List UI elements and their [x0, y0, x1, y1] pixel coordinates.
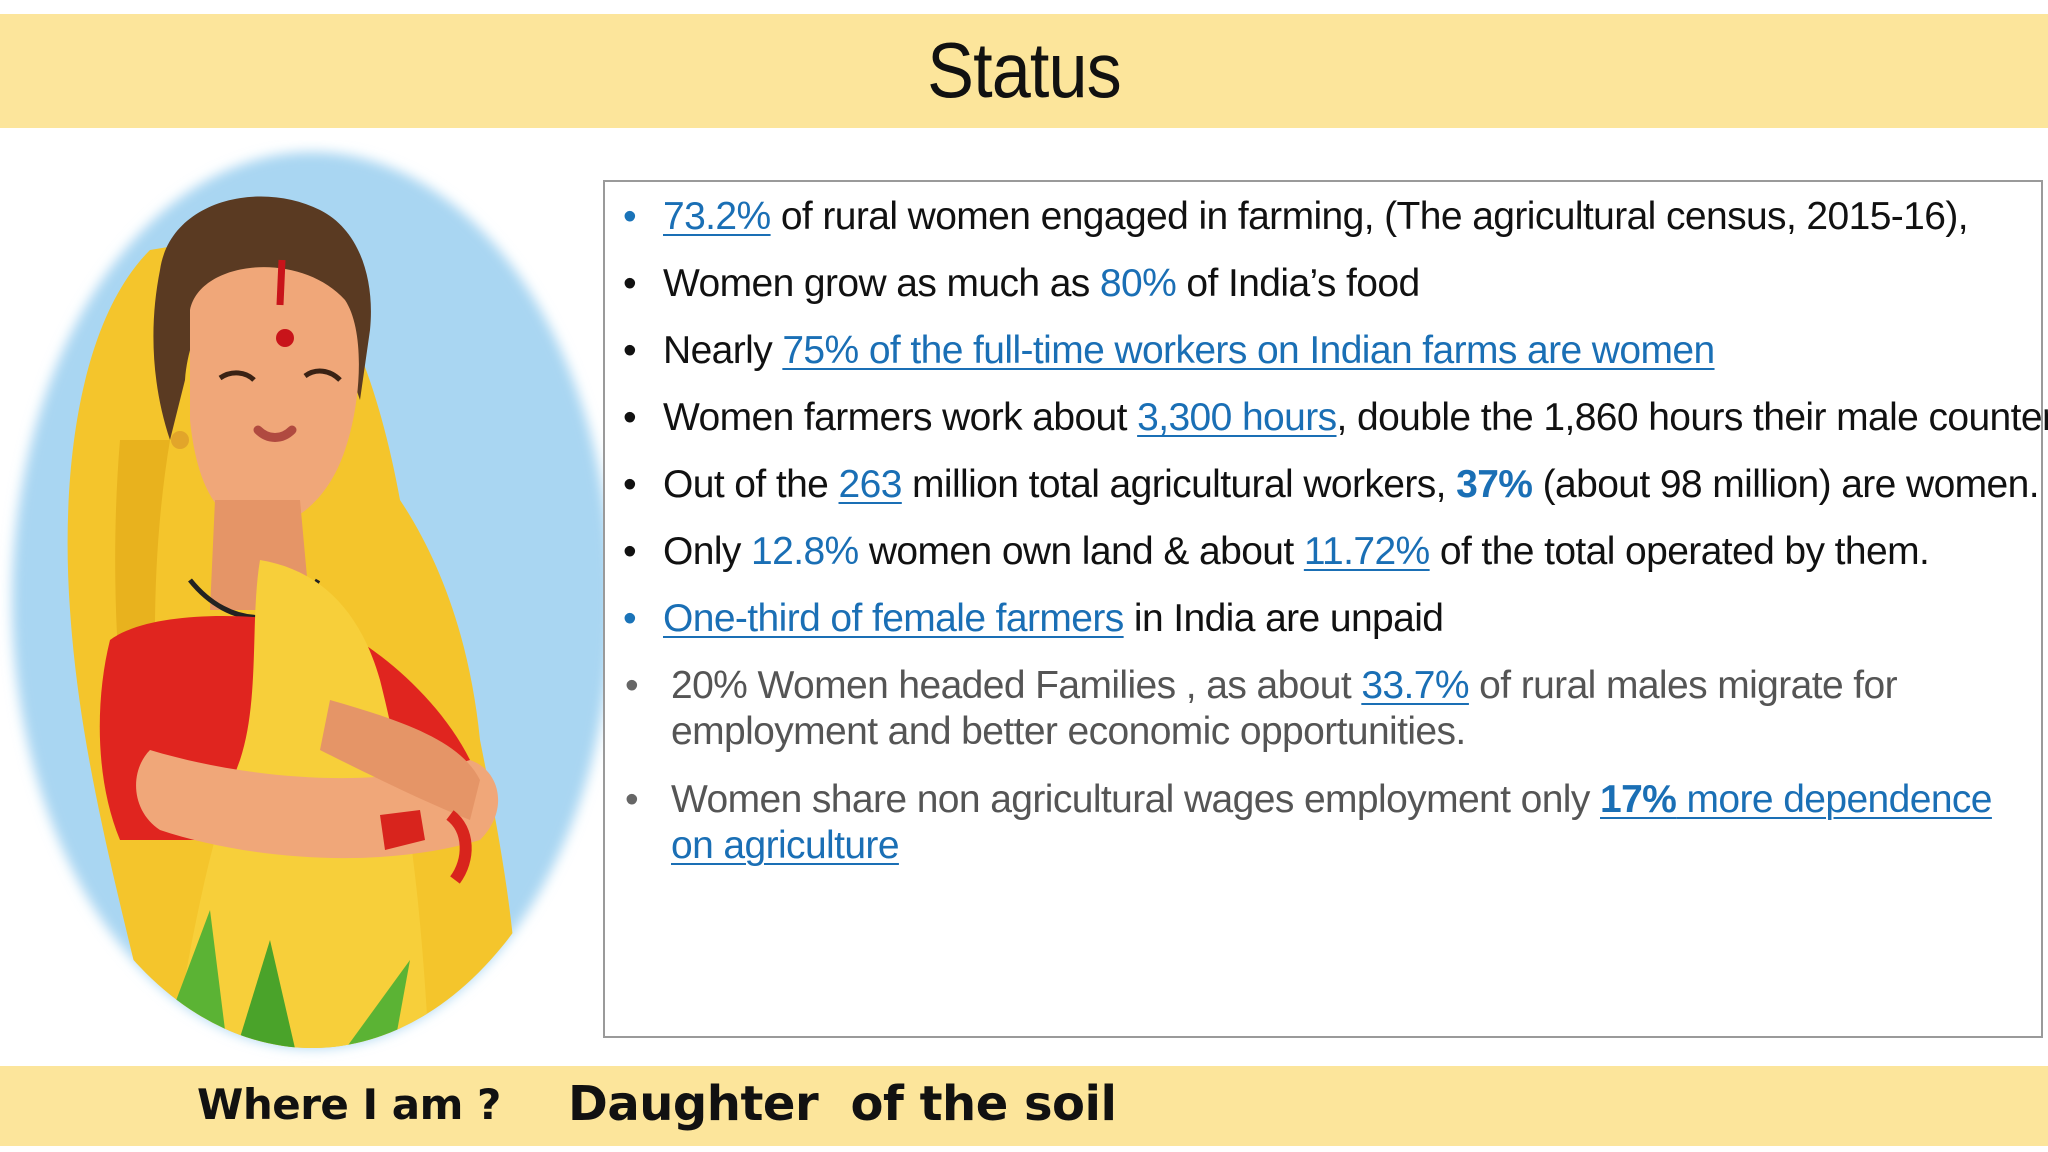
page-title: Status [927, 26, 1122, 114]
stat-link[interactable]: One-third of female farmers [663, 597, 1124, 640]
list-item: Women share non agricultural wages emplo… [619, 777, 2029, 869]
list-item: 20% Women headed Families , as about 33.… [619, 663, 2029, 755]
header-band [0, 14, 2048, 128]
footer-band [0, 1066, 2048, 1146]
stat-link[interactable]: 73.2% [663, 195, 771, 238]
item-text: , double the 1,860 hours their male coun… [1336, 396, 2048, 439]
facts-list: 73.2% of rural women engaged in farming,… [619, 194, 2048, 891]
item-text: Women grow as much as [663, 262, 1100, 305]
list-item: Only 12.8% women own land & about 11.72%… [619, 529, 2029, 575]
woman-farmer-illustration [12, 152, 612, 1048]
item-text: Women farmers work about [663, 396, 1138, 439]
stat-link[interactable]: 11.72% [1303, 530, 1430, 573]
item-text: Only [663, 530, 752, 573]
list-item: Women grow as much as 80% of India’s foo… [619, 261, 2029, 307]
item-text: of rural males migrate for employment an… [671, 664, 1898, 753]
stat-value: 12.8% [751, 530, 859, 573]
item-text: Women share non agricultural wages emplo… [671, 778, 1600, 821]
stat-link[interactable]: 75% of the full-time workers on Indian f… [782, 329, 1715, 372]
item-text: Nearly [663, 329, 783, 372]
list-item: One-third of female farmers in India are… [619, 596, 2029, 642]
stat-link[interactable]: more dependence on agriculture [671, 778, 1993, 867]
item-text: women own land & about [858, 530, 1304, 573]
stat-value: 37% [1456, 463, 1533, 506]
footer-question: Where I am ? [197, 1080, 501, 1129]
stat-link[interactable]: 17% [1600, 778, 1677, 821]
list-item: 73.2% of rural women engaged in farming,… [619, 194, 2029, 240]
list-item: Out of the 263 million total agricultura… [619, 462, 2040, 508]
item-text: of the total operated by them. [1429, 530, 1930, 573]
item-text: of rural women engaged in farming, (The … [770, 195, 1969, 238]
item-text: of India’s food [1176, 262, 1420, 305]
footer-tagline: Daughter of the soil [568, 1076, 1117, 1132]
item-text: Out of the [663, 463, 839, 506]
stat-link[interactable]: 3,300 hours [1137, 396, 1337, 439]
item-text: in India are unpaid [1123, 597, 1444, 640]
stat-link[interactable]: 33.7% [1361, 664, 1469, 707]
item-text: million total agricultural workers, [901, 463, 1457, 506]
stat-value: 80% [1099, 262, 1177, 305]
item-text: (about 98 million) are women. [1532, 463, 2040, 506]
facts-panel: 73.2% of rural women engaged in farming,… [603, 180, 2048, 1038]
list-item: Nearly 75% of the full-time workers on I… [619, 328, 2029, 374]
item-text: 20% Women headed Families , as about [671, 664, 1362, 707]
stat-link[interactable]: 263 [838, 463, 903, 506]
list-item: Women farmers work about 3,300 hours, do… [619, 395, 2048, 441]
